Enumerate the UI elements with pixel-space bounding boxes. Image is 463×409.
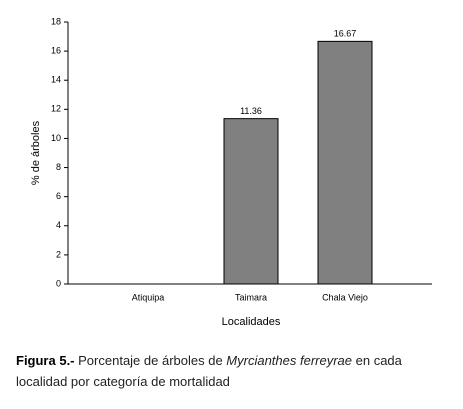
caption-species: Myrcianthes ferreyrae [226,353,353,368]
y-tick-label: 2 [56,249,61,259]
x-tick-label: Taimara [235,292,267,302]
caption-text: Porcentaje de árboles de [78,353,227,368]
y-tick-label: 12 [51,104,61,114]
x-axis-title: Localidades [222,316,281,328]
y-tick-label: 10 [51,133,61,143]
bar [317,40,373,285]
caption-label: Figura 5.- [16,353,75,368]
caption-text: en cada localidad por categoría de morta… [16,353,402,389]
y-tick-label: 0 [56,278,61,288]
data-label: 16.67 [334,29,357,39]
y-tick-label: 4 [56,220,61,230]
x-tick-label: Atiquipa [132,292,165,302]
x-tick-label: Chala Viejo [322,292,368,302]
y-tick-label: 6 [56,191,61,201]
chart: Localidades % de árboles 0 2 4 6 8 10 12 14 16 18… [30,16,432,328]
y-tick-label: 18 [51,16,61,26]
data-label: 11.36 [240,106,262,116]
y-axis-title: % de árboles [30,120,42,185]
y-tick-label: 16 [51,45,61,55]
bar [223,118,279,285]
figure-caption: Figura 5.- Porcentaje de árboles de Myrc… [16,350,451,392]
y-tick-label: 8 [56,162,61,172]
y-tick-label: 14 [51,75,61,85]
